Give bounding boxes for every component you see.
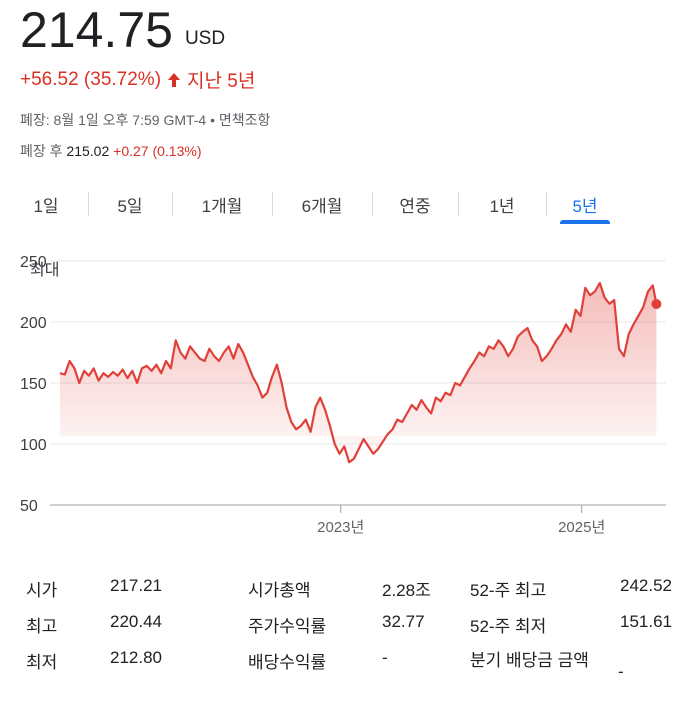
x-axis-ticks: 2023년 2025년 [317, 505, 605, 536]
y-axis-labels: 250 200 150 100 50 [20, 254, 47, 515]
closed-info: 폐장: 8월 1일 오후 7:59 GMT-4 • 면책조항 [20, 110, 270, 130]
change-value: +56.52 (35.72%) [20, 68, 162, 90]
y-tick-label: 150 [20, 376, 47, 393]
tab-divider [272, 192, 273, 216]
tab-1m[interactable]: 1개월 [201, 196, 243, 216]
separator: • [206, 112, 219, 128]
active-tab-indicator [560, 220, 610, 224]
closed-label: 폐장: 8월 1일 오후 7:59 GMT-4 [20, 112, 207, 128]
y-tick-label: 250 [20, 254, 47, 271]
tab-1d[interactable]: 1일 [33, 196, 59, 216]
tab-1y[interactable]: 1년 [489, 196, 515, 216]
max-label: 최대 [30, 261, 59, 279]
x-tick-label: 2025년 [558, 519, 605, 536]
y-tick-label: 200 [20, 315, 47, 332]
current-price: 214.75 [20, 2, 173, 58]
tab-divider [172, 192, 173, 216]
x-tick-label: 2023년 [317, 519, 364, 536]
currency-code: USD [184, 28, 226, 49]
price-line [59, 281, 658, 464]
disclaimer-link[interactable]: 면책조항 [218, 112, 271, 128]
tab-6m[interactable]: 6개월 [301, 196, 343, 216]
tab-divider [458, 192, 459, 216]
tab-divider [88, 192, 89, 216]
tab-divider [372, 192, 373, 216]
y-tick-label: 50 [20, 498, 38, 515]
tab-5d[interactable]: 5일 [117, 196, 143, 216]
y-tick-label: 100 [20, 437, 47, 454]
arrow-up-icon [168, 72, 181, 87]
after-hours-label: 폐장 후 [20, 143, 63, 159]
price-chart[interactable]: 250 200 150 100 50 2023년 2025년 최대 [0, 240, 696, 545]
after-hours-info: 폐장 후 215.02 +0.27 (0.13%) [20, 141, 201, 161]
after-hours-change: +0.27 (0.13%) [113, 143, 202, 159]
change-period: 지난 5년 [187, 71, 256, 92]
price-area [60, 283, 657, 463]
price-change: +56.52 (35.72%) 지난 5년 [20, 66, 255, 93]
price-header: 214.75 USD [20, 2, 225, 58]
last-price-marker [651, 299, 662, 310]
range-tabs: 1일 5일 1개월 6개월 연중 1년 5년 [0, 186, 696, 226]
after-hours-price: 215.02 [66, 143, 110, 159]
tab-divider [546, 192, 547, 216]
tab-5y[interactable]: 5년 [560, 186, 610, 224]
tab-ytd[interactable]: 연중 [399, 196, 431, 216]
